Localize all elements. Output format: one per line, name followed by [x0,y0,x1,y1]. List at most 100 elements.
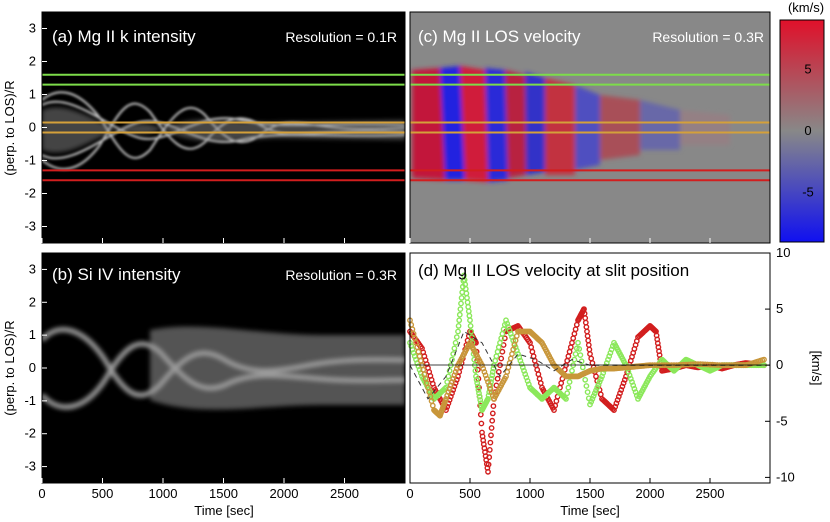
colorbar-tick-label: 0 [804,123,811,138]
xtick-label: 1500 [576,486,605,501]
series-point-1 [452,339,459,346]
panel-a-slit-lines [42,73,405,182]
panel-b-ylabel: (perp. to LOS)/R [2,320,17,415]
series-point-1 [458,294,465,301]
series-point-1 [474,380,481,386]
series-point-0 [489,410,496,417]
series-point-1 [591,390,598,397]
series-point-1 [564,390,571,397]
series-point-1 [455,328,461,335]
series-point-1 [474,383,481,390]
series-point-1 [453,334,460,340]
xtick-label: 1000 [149,486,178,501]
series-point-1 [489,368,496,375]
xtick-label: 500 [459,486,481,501]
series-point-1 [472,367,479,374]
series-point-1 [584,389,591,395]
series-point-1 [566,379,573,385]
series-point-1 [582,376,589,383]
series-point-0 [473,339,479,346]
series-point-1 [569,367,575,374]
series-point-1 [489,372,496,379]
series-point-1 [578,358,585,365]
panel-a-ylabel: (perp. to LOS)/R [2,80,17,175]
series-point-1 [456,311,463,318]
colorbar-tick-label: 5 [804,61,811,76]
panel-a-heatmap [42,91,405,170]
panel-b-title: (b) Si IV intensity [52,265,181,284]
series-point-1 [590,393,597,399]
panel-c-resolution: Resolution = 0.3R [652,29,764,45]
series-point-1 [577,352,584,358]
series-point-1 [594,384,601,391]
ytick-label: 0 [29,360,36,375]
panel-a-resolution: Resolution = 0.1R [285,29,397,45]
series-point-1 [563,395,569,402]
ytick-label: 1 [29,87,36,102]
panel-b-xlabel: Time [sec] [194,503,253,518]
series-point-1 [485,395,491,402]
series-point-1 [593,387,599,394]
xtick-label: 1500 [209,486,238,501]
series-point-1 [597,376,604,383]
series-point-1 [565,384,572,391]
series-point-0 [501,335,508,342]
series-point-0 [494,375,501,382]
series-point-0 [485,461,492,468]
ytick-label: 3 [29,21,36,36]
xtick-label: 2000 [270,486,299,501]
series-point-1 [467,317,473,324]
series-point-1 [476,393,483,400]
series-point-1 [475,386,482,393]
ytick-label: 3 [29,261,36,276]
series-point-1 [561,394,568,401]
panel-d-xlabel: Time [sec] [560,503,619,518]
ytick-label: -3 [24,459,36,474]
colorbar [779,19,825,243]
ytick-label: 2 [29,294,36,309]
ytick-label: -2 [24,426,36,441]
ytick-label: -5 [776,413,788,428]
series-point-1 [573,345,580,352]
series-point-0 [486,454,493,461]
panel-b-resolution: Resolution = 0.3R [285,267,397,283]
series-point-1 [476,390,482,397]
series-point-1 [473,376,480,383]
series-point-1 [576,345,583,352]
series-point-1 [588,398,595,405]
series-point-1 [458,300,464,307]
series-point-0 [478,420,485,427]
ytick-label: 1 [29,327,36,342]
panel-d-title: (d) Mg II LOS velocity at slit position [418,261,689,280]
panel-c-title: (c) Mg II LOS velocity [418,27,581,46]
xtick-label: 500 [92,486,114,501]
series-point-1 [468,334,475,340]
series-point-1 [595,381,602,388]
series-point-1 [583,383,590,389]
series-point-1 [589,395,596,402]
panel-d-ylabel: [km/s] [809,351,824,386]
ytick-label: 5 [776,301,783,316]
xtick-label: 2500 [696,486,725,501]
series-point-0 [487,439,494,446]
panel-b-heatmap [42,326,405,410]
series-point-0 [486,446,493,453]
series-point-1 [456,317,463,324]
series-point-0 [488,432,494,439]
ytick-label: -1 [24,153,36,168]
colorbar-tick-label: -5 [802,185,814,200]
series-point-1 [457,306,464,312]
panel-c-slit-lines [410,73,770,182]
ytick-label: -1 [24,393,36,408]
panel-a-title: (a) Mg II k intensity [52,27,196,46]
series-point-1 [473,373,479,380]
series-point-1 [575,339,581,346]
series-point-1 [467,322,474,329]
series-point-0 [485,468,491,475]
xtick-label: 0 [38,486,45,501]
series-point-0 [488,425,495,431]
series-point-0 [490,403,497,409]
ytick-label: -3 [24,219,36,234]
ytick-label: 2 [29,54,36,69]
series-point-1 [477,397,484,403]
